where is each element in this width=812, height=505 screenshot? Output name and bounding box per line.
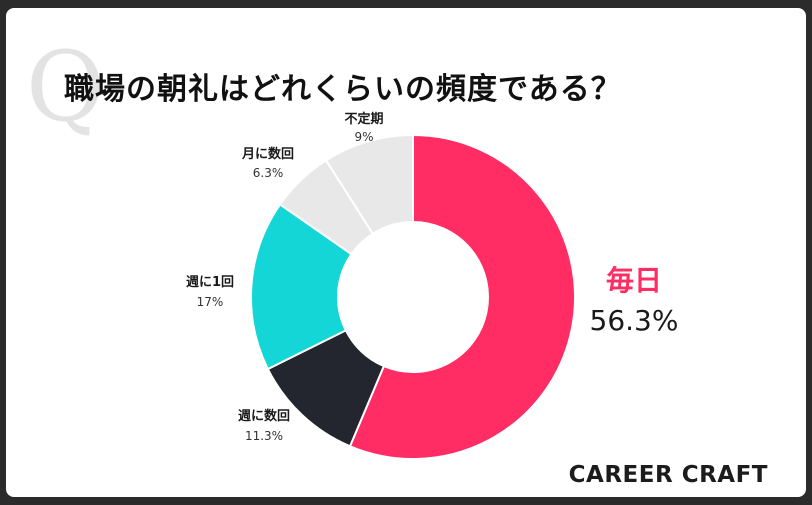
slice-value-2: 11.3%	[245, 429, 283, 443]
slice-label-4: 月に数回	[241, 146, 294, 162]
chart-title: 職場の朝礼はどれくらいの頻度である？	[64, 72, 622, 107]
slice-label-5: 不定期	[344, 111, 383, 127]
donut-chart: Q 毎日 56.3% 週に数回 11.3% 週に1回 17% 月に数回 6.3% 不定期 9%	[26, 31, 679, 460]
slice-label-2: 週に数回	[238, 408, 290, 424]
slice-1	[348, 133, 576, 460]
chart-card: Q 毎日 56.3% 週に数回 11.3% 週に1回 17% 月に数回 6.3% 不定期 9% 職…	[6, 8, 806, 497]
slice-labels: 毎日 56.3% 週に数回 11.3% 週に1回 17% 月に数回 6.3% 不定期 9%	[186, 111, 679, 443]
brand-logo: CAREER CRAFT	[568, 462, 768, 488]
slice-label-1: 毎日	[606, 264, 662, 297]
slice-5	[324, 133, 414, 236]
slice-label-3: 週に1回	[186, 275, 234, 290]
slice-value-5: 9%	[354, 130, 373, 144]
slice-3	[250, 202, 353, 371]
watermark-q: Q	[26, 31, 105, 143]
donut-slices	[250, 133, 576, 460]
slice-value-3: 17%	[197, 295, 224, 309]
slice-value-4: 6.3%	[253, 166, 284, 180]
slice-value-1: 56.3%	[590, 304, 679, 337]
